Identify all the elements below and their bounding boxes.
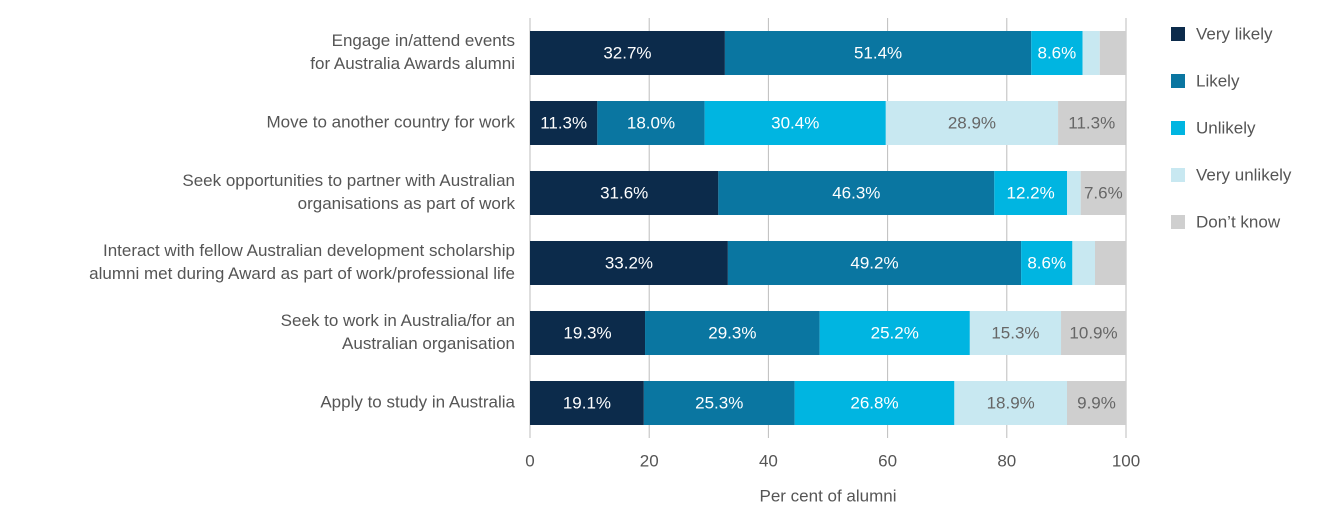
- data-label: 18.9%: [987, 393, 1035, 412]
- x-axis-label: Per cent of alumni: [759, 486, 896, 505]
- bar-segment: [994, 171, 1067, 215]
- y-tick-label: Seek opportunities to partner with Austr…: [182, 171, 515, 190]
- data-label: 25.3%: [695, 393, 743, 412]
- bar-segment: [597, 101, 705, 145]
- data-label: 10.9%: [1069, 323, 1117, 342]
- bar-segment: [1031, 31, 1083, 75]
- y-tick-label: Engage in/attend events: [332, 31, 515, 50]
- data-label: 15.3%: [991, 323, 1039, 342]
- bar-segment: [794, 381, 955, 425]
- legend-label: Likely: [1196, 71, 1240, 90]
- data-label: 51.4%: [854, 43, 902, 62]
- bar-segment: [643, 381, 795, 425]
- data-label: 33.2%: [605, 253, 653, 272]
- y-tick-label: alumni met during Award as part of work/…: [89, 264, 515, 283]
- bar-segment: [1061, 311, 1126, 355]
- legend-label: Unlikely: [1196, 118, 1256, 137]
- data-label: 32.7%: [603, 43, 651, 62]
- x-tick-label: 0: [525, 451, 534, 470]
- bar-segment: [1066, 171, 1081, 215]
- x-tick-label: 40: [759, 451, 778, 470]
- data-label: 31.6%: [600, 183, 648, 202]
- bar-segment: [1072, 241, 1096, 285]
- bar-segment: [954, 381, 1067, 425]
- legend-label: Don’t know: [1196, 212, 1281, 231]
- bar-segment: [718, 171, 995, 215]
- legend-swatch: [1171, 215, 1185, 229]
- legend-swatch: [1171, 168, 1185, 182]
- bar-segment: [704, 101, 886, 145]
- legend-swatch: [1171, 121, 1185, 135]
- legend-label: Very likely: [1196, 24, 1273, 43]
- bar-segment: [530, 311, 646, 355]
- bar-segment: [1058, 101, 1126, 145]
- legend-swatch: [1171, 27, 1185, 41]
- bar-segment: [530, 31, 725, 75]
- data-label: 49.2%: [850, 253, 898, 272]
- bar-segment: [530, 101, 598, 145]
- data-label: 11.3%: [540, 113, 587, 132]
- data-label: 8.6%: [1037, 43, 1076, 62]
- data-label: 8.6%: [1027, 253, 1066, 272]
- x-tick-label: 60: [878, 451, 897, 470]
- bar-segment: [724, 31, 1032, 75]
- y-tick-label: Move to another country for work: [266, 112, 515, 131]
- x-tick-label: 100: [1112, 451, 1140, 470]
- bar-segment: [819, 311, 970, 355]
- bar-segment: [530, 171, 719, 215]
- legend-swatch: [1171, 74, 1185, 88]
- bar-segment: [1021, 241, 1073, 285]
- y-tick-label: Apply to study in Australia: [320, 392, 515, 411]
- data-label: 46.3%: [832, 183, 880, 202]
- data-label: 19.1%: [563, 393, 611, 412]
- data-label: 7.6%: [1084, 183, 1123, 202]
- x-tick-label: 20: [640, 451, 659, 470]
- bar-segment: [1099, 31, 1126, 75]
- y-tick-label: Interact with fellow Australian developm…: [103, 241, 515, 260]
- bar-segment: [645, 311, 820, 355]
- legend-label: Very unlikely: [1196, 165, 1292, 184]
- x-tick-label: 80: [997, 451, 1016, 470]
- data-label: 9.9%: [1077, 393, 1116, 412]
- bar-segment: [1080, 171, 1126, 215]
- bar-segment: [969, 311, 1062, 355]
- data-label: 26.8%: [850, 393, 898, 412]
- data-label: 28.9%: [948, 113, 996, 132]
- bar-segment: [1095, 241, 1126, 285]
- y-tick-label: for Australia Awards alumni: [310, 54, 515, 73]
- data-label: 12.2%: [1007, 183, 1055, 202]
- bar-segment: [530, 241, 728, 285]
- bar-segment: [1066, 381, 1126, 425]
- data-label: 29.3%: [708, 323, 756, 342]
- bar-segment: [885, 101, 1059, 145]
- bar-segment: [727, 241, 1022, 285]
- bar-segment: [530, 381, 644, 425]
- data-label: 18.0%: [627, 113, 675, 132]
- bar-segment: [1082, 31, 1100, 75]
- y-tick-label: Seek to work in Australia/for an: [281, 311, 515, 330]
- data-label: 19.3%: [563, 323, 611, 342]
- data-label: 30.4%: [771, 113, 819, 132]
- y-tick-label: Australian organisation: [342, 334, 515, 353]
- y-tick-label: organisations as part of work: [298, 194, 516, 213]
- data-label: 11.3%: [1068, 113, 1115, 132]
- data-label: 25.2%: [871, 323, 919, 342]
